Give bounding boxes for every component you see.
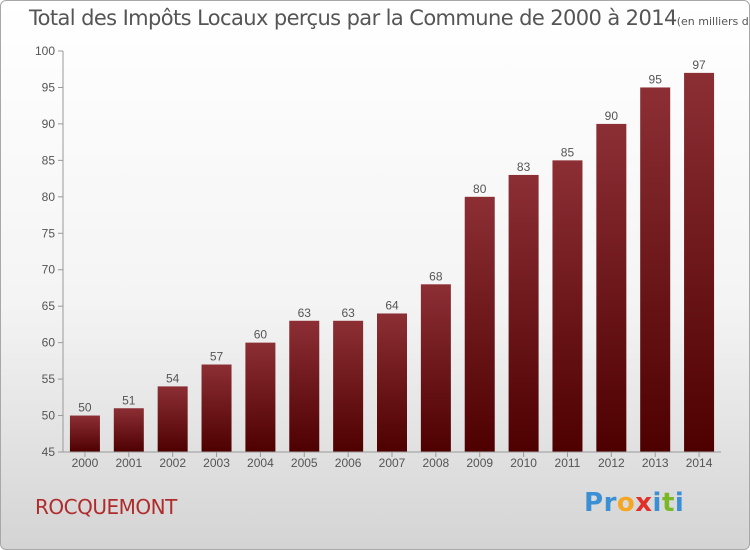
x-tick-label: 2000 [72,456,99,470]
bar [640,87,671,453]
logo-letter: o [616,488,636,518]
x-tick-label: 2009 [466,456,493,470]
bar [420,284,451,452]
logo-letter: x [635,488,653,518]
bar-value-label: 64 [385,298,399,312]
bar-value-label: 57 [210,350,224,364]
bar-value-label: 50 [78,401,92,415]
x-tick-label: 2014 [686,456,713,470]
logo-letter: P [584,488,604,518]
bar [596,123,627,452]
x-tick-label: 2006 [335,456,362,470]
y-tick-label: 95 [42,80,56,94]
bar-value-label: 68 [429,269,443,283]
x-tick-label: 2011 [555,456,581,470]
x-tick-label: 2010 [510,456,537,470]
bar-value-label: 97 [692,58,706,72]
bar-value-label: 85 [561,145,575,159]
y-tick-label: 100 [35,44,55,58]
y-tick-label: 65 [42,299,56,313]
x-tick-label: 2002 [159,456,186,470]
x-tick-label: 2005 [291,456,318,470]
x-tick-label: 2004 [247,456,274,470]
commune-name: ROCQUEMONT [35,495,177,519]
x-tick-label: 2008 [423,456,450,470]
bar [508,174,539,453]
y-tick-label: 75 [42,226,56,240]
bar-value-label: 63 [298,306,312,320]
y-axis: 45 50 55 60 65 70 75 80 85 90 95 100 [35,44,64,459]
x-tick-label: 2001 [115,456,142,470]
bar-value-label: 60 [254,328,268,342]
y-tick-label: 45 [42,445,56,459]
y-tick-label: 90 [42,117,56,131]
bar [201,364,232,452]
y-tick-label: 70 [42,263,56,277]
y-tick-label: 60 [42,336,56,350]
bar [69,415,100,452]
chart-title-text: Total des Impôts Locaux perçus par la Co… [29,6,677,30]
logo-letter: t [661,488,675,518]
logo-letter: i [652,488,662,518]
bar-value-label: 51 [122,393,136,407]
bar [377,313,407,452]
chart-unit-label: (en milliers d'€) [676,15,749,28]
bar [289,320,320,452]
bar-value-label: 63 [341,306,355,320]
bars: 50 51 54 57 60 63 63 64 68 80 83 85 90 95 97 [69,58,715,453]
bar-value-label: 83 [517,160,531,174]
x-tick-label: 2013 [642,456,669,470]
logo-letter: r [603,488,617,518]
bar [157,386,188,452]
bar-value-label: 95 [649,72,663,86]
logo-letter: i [674,488,685,518]
y-tick-label: 50 [42,409,56,423]
x-tick-label: 2007 [379,456,406,470]
bar-value-label: 90 [605,109,619,123]
bar [245,342,276,452]
y-tick-label: 85 [42,153,56,167]
bar [464,196,495,452]
y-tick-label: 55 [42,372,56,386]
x-tick-label: 2003 [203,456,230,470]
bar [552,160,583,452]
bar-value-label: 54 [166,371,180,385]
x-tick-label: 2012 [598,456,625,470]
y-tick-label: 80 [42,190,56,204]
bar [113,408,144,452]
bar-value-label: 80 [473,182,487,196]
x-axis: 2000 2001 2002 2003 2004 2005 2006 2007 2008 2009… [63,451,721,470]
bar [684,72,715,452]
chart-title: Total des Impôts Locaux perçus par la Co… [29,6,749,30]
bar [333,320,364,452]
proxiti-logo: Proxiti [584,488,684,518]
